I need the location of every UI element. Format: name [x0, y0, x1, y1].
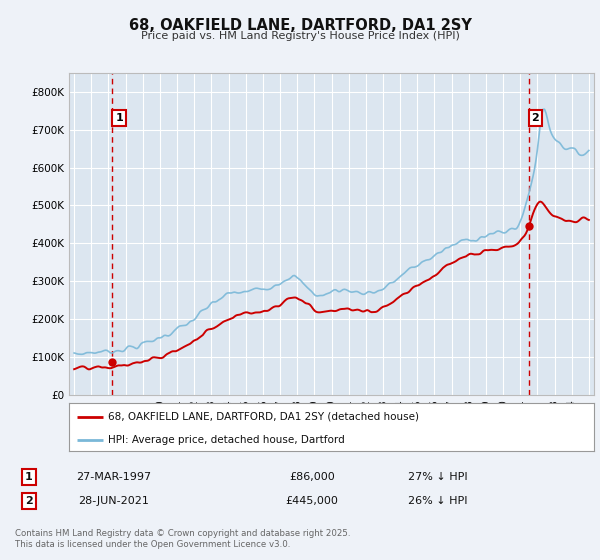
Text: £86,000: £86,000	[289, 472, 335, 482]
Text: £445,000: £445,000	[286, 496, 338, 506]
Text: 28-JUN-2021: 28-JUN-2021	[79, 496, 149, 506]
Text: Contains HM Land Registry data © Crown copyright and database right 2025.
This d: Contains HM Land Registry data © Crown c…	[15, 529, 350, 549]
Text: 27% ↓ HPI: 27% ↓ HPI	[408, 472, 468, 482]
Text: 1: 1	[25, 472, 32, 482]
Text: HPI: Average price, detached house, Dartford: HPI: Average price, detached house, Dart…	[109, 435, 345, 445]
Text: 68, OAKFIELD LANE, DARTFORD, DA1 2SY: 68, OAKFIELD LANE, DARTFORD, DA1 2SY	[128, 18, 472, 33]
Text: 26% ↓ HPI: 26% ↓ HPI	[408, 496, 468, 506]
Text: 2: 2	[532, 113, 539, 123]
Text: 2: 2	[25, 496, 32, 506]
Text: 1: 1	[115, 113, 123, 123]
Text: 27-MAR-1997: 27-MAR-1997	[76, 472, 152, 482]
Text: Price paid vs. HM Land Registry's House Price Index (HPI): Price paid vs. HM Land Registry's House …	[140, 31, 460, 41]
Text: 68, OAKFIELD LANE, DARTFORD, DA1 2SY (detached house): 68, OAKFIELD LANE, DARTFORD, DA1 2SY (de…	[109, 412, 419, 422]
